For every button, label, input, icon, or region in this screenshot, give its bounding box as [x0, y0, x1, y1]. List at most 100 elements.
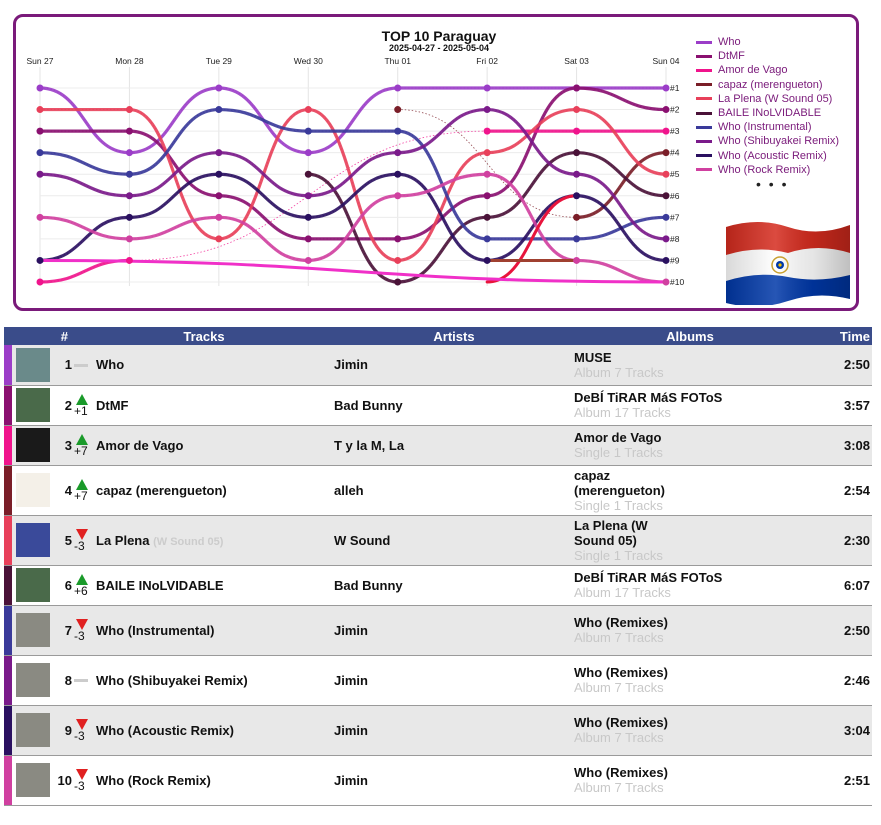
artist-name[interactable]: Bad Bunny [334, 565, 574, 606]
track-subtitle: (W Sound 05) [153, 535, 224, 548]
table-row[interactable]: 4 +7 capaz (merengueton) alleh capaz (me… [4, 465, 872, 516]
album-cover-icon[interactable] [16, 388, 50, 422]
rank: 5 [54, 515, 74, 566]
album-cover-icon[interactable] [16, 663, 50, 697]
track-title[interactable]: Amor de Vago [96, 437, 184, 453]
artist-name[interactable]: T y la M, La [334, 425, 574, 466]
track-title[interactable]: Who [96, 357, 125, 373]
artist-name[interactable]: Bad Bunny [334, 385, 574, 426]
rank-change-cell: -3 [74, 705, 96, 756]
album-cell[interactable]: DeBÍ TiRAR MáS FOToS Album 17 Tracks [574, 385, 806, 426]
album-cell[interactable]: Who (Remixes) Album 7 Tracks [574, 605, 806, 656]
no-change-icon [74, 679, 88, 683]
table-row[interactable]: 10 -3 Who (Rock Remix) Jimin Who (Remixe… [4, 755, 872, 806]
track-title[interactable]: La Plena [96, 532, 150, 548]
table-row[interactable]: 6 +6 BAILE INoLVIDABLE Bad Bunny DeBÍ Ti… [4, 565, 872, 606]
album-cell[interactable]: MUSE Album 7 Tracks [574, 345, 806, 386]
legend-item[interactable]: Amor de Vago [696, 63, 839, 77]
table-row[interactable]: 7 -3 Who (Instrumental) Jimin Who (Remix… [4, 605, 872, 656]
track-cell[interactable]: Who (Acoustic Remix) [96, 705, 334, 756]
album-cover-icon[interactable] [16, 763, 50, 797]
album-title[interactable]: La Plena (W Sound 05) [574, 517, 648, 548]
artist-name[interactable]: alleh [334, 465, 574, 516]
header-tracks[interactable]: Tracks [74, 327, 334, 345]
header-artists[interactable]: Artists [334, 327, 574, 345]
legend-item[interactable]: DtMF [696, 49, 839, 63]
album-cover-icon[interactable] [16, 713, 50, 747]
legend-item[interactable]: Who [696, 35, 839, 49]
legend-label: BAILE INoLVIDABLE [718, 106, 822, 119]
legend-item[interactable]: capaz (merengueton) [696, 78, 839, 92]
rank-tick-label: #6 [670, 191, 680, 201]
track-cell[interactable]: capaz (merengueton) [96, 465, 334, 516]
track-title[interactable]: Who (Shibuyakei Remix) [96, 672, 248, 688]
track-cell[interactable]: Amor de Vago [96, 425, 334, 466]
album-title[interactable]: Amor de Vago [574, 430, 662, 445]
legend-item[interactable]: Who (Shibuyakei Remix) [696, 134, 839, 148]
rank-tick-label: #1 [670, 83, 680, 93]
track-cell[interactable]: BAILE INoLVIDABLE [96, 565, 334, 606]
album-cell[interactable]: DeBÍ TiRAR MáS FOToS Album 17 Tracks [574, 565, 806, 606]
legend-more[interactable]: • • • [756, 175, 789, 192]
legend-item[interactable]: BAILE INoLVIDABLE [696, 106, 839, 120]
legend-item[interactable]: Who (Rock Remix) [696, 163, 839, 177]
legend-item[interactable]: La Plena (W Sound 05) [696, 92, 839, 106]
series-line [38, 172, 668, 284]
track-title[interactable]: Who (Rock Remix) [96, 772, 211, 788]
series-point [36, 278, 44, 286]
series-point [36, 84, 44, 92]
track-title[interactable]: DtMF [96, 397, 129, 413]
artist-name[interactable]: Jimin [334, 755, 574, 806]
album-title[interactable]: Who (Remixes) [574, 665, 668, 680]
album-cover-icon[interactable] [16, 568, 50, 602]
artist-name[interactable]: Jimin [334, 655, 574, 706]
album-cover-icon[interactable] [16, 428, 50, 462]
album-title[interactable]: Who (Remixes) [574, 615, 668, 630]
track-title[interactable]: Who (Instrumental) [96, 622, 215, 638]
album-cell[interactable]: Who (Remixes) Album 7 Tracks [574, 755, 806, 806]
album-cell[interactable]: Amor de Vago Single 1 Tracks [574, 425, 806, 466]
track-cell[interactable]: Who (Rock Remix) [96, 755, 334, 806]
album-title[interactable]: DeBÍ TiRAR MáS FOToS [574, 570, 723, 585]
table-row[interactable]: 9 -3 Who (Acoustic Remix) Jimin Who (Rem… [4, 705, 872, 756]
track-cell[interactable]: Who (Instrumental) [96, 605, 334, 656]
album-cell[interactable]: La Plena (W Sound 05) Single 1 Tracks [574, 515, 806, 566]
album-title[interactable]: MUSE [574, 349, 612, 365]
album-cell[interactable]: capaz (merengueton) Single 1 Tracks [574, 465, 806, 516]
table-row[interactable]: 1 Who Jimin MUSE Album 7 Tracks 2:50 [4, 345, 872, 386]
album-title[interactable]: DeBÍ TiRAR MáS FOToS [574, 390, 723, 405]
album-title[interactable]: capaz (merengueton) [574, 467, 665, 498]
album-title[interactable]: Who (Remixes) [574, 715, 668, 730]
legend-item[interactable]: Who (Acoustic Remix) [696, 149, 839, 163]
track-title[interactable]: BAILE INoLVIDABLE [96, 577, 224, 593]
artist-name[interactable]: Jimin [334, 705, 574, 756]
track-cell[interactable]: DtMF [96, 385, 334, 426]
series-line [38, 107, 668, 263]
track-cell[interactable]: Who (Shibuyakei Remix) [96, 655, 334, 706]
artist-name[interactable]: Jimin [334, 605, 574, 656]
artist-name[interactable]: Jimin [334, 345, 574, 386]
track-duration: 2:46 [806, 655, 872, 706]
header-time[interactable]: Time [806, 327, 872, 345]
table-row[interactable]: 5 -3 La Plena (W Sound 05) W Sound La Pl… [4, 515, 872, 566]
table-row[interactable]: 2 +1 DtMF Bad Bunny DeBÍ TiRAR MáS FOToS… [4, 385, 872, 426]
album-title[interactable]: Who (Remixes) [574, 765, 668, 780]
legend-item[interactable]: Who (Instrumental) [696, 120, 839, 134]
album-cover-icon[interactable] [16, 347, 50, 382]
track-title[interactable]: capaz (merengueton) [96, 482, 227, 498]
album-cell[interactable]: Who (Remixes) Album 7 Tracks [574, 705, 806, 756]
track-cell[interactable]: Who [96, 345, 334, 386]
track-cell[interactable]: La Plena (W Sound 05) [96, 515, 334, 566]
artist-name[interactable]: W Sound [334, 515, 574, 566]
table-row[interactable]: 3 +7 Amor de Vago T y la M, La Amor de V… [4, 425, 872, 466]
track-title[interactable]: Who (Acoustic Remix) [96, 722, 234, 738]
album-cell[interactable]: Who (Remixes) Album 7 Tracks [574, 655, 806, 706]
series-point [483, 235, 491, 243]
table-row[interactable]: 8 Who (Shibuyakei Remix) Jimin Who (Remi… [4, 655, 872, 706]
header-albums[interactable]: Albums [574, 327, 806, 345]
album-cover-icon[interactable] [16, 523, 50, 557]
x-tick-label: Sat 03 [564, 56, 589, 66]
album-cover-icon[interactable] [16, 473, 50, 507]
album-cover-icon[interactable] [16, 613, 50, 647]
series-point [36, 127, 44, 135]
